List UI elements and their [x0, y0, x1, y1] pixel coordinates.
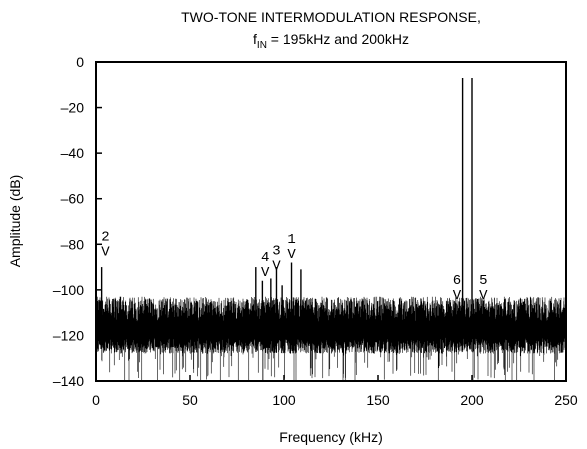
chart-title-line2: fIN = 195kHz and 200kHz — [253, 31, 409, 51]
x-axis-label: Frequency (kHz) — [279, 429, 382, 445]
marker-arrow: V — [453, 288, 462, 304]
x-tick-label: 100 — [272, 392, 296, 408]
noise-floor — [96, 296, 566, 381]
y-tick-label: –100 — [53, 282, 84, 298]
marker-number: 3 — [272, 243, 280, 259]
y-tick-label: –60 — [61, 191, 85, 207]
y-axis-ticks: 0 –20 –40 –60 –80 –100 –120 –140 — [53, 54, 102, 389]
y-tick-label: –140 — [53, 373, 84, 389]
y-tick-label: –20 — [61, 100, 85, 116]
marker-number: 6 — [453, 273, 461, 289]
x-axis-ticks: 0 50 100 150 200 250 — [92, 375, 578, 408]
spur-lines — [100, 77, 479, 329]
marker-arrow: V — [272, 258, 281, 274]
y-tick-label: –40 — [61, 145, 85, 161]
x-tick-label: 0 — [92, 392, 100, 408]
x-tick-label: 200 — [460, 392, 484, 408]
y-axis-label: Amplitude (dB) — [7, 175, 23, 268]
noise-trace — [96, 296, 566, 381]
plot-frame — [95, 61, 567, 382]
marker-number: 2 — [101, 230, 109, 246]
marker-arrow: V — [287, 247, 296, 263]
marker-arrow: V — [101, 245, 110, 261]
title-subscript: IN — [257, 40, 267, 51]
x-tick-label: 150 — [366, 392, 390, 408]
x-tick-label: 250 — [554, 392, 578, 408]
title-rest: = 195kHz and 200kHz — [267, 31, 409, 47]
title-f: f — [253, 31, 257, 47]
marker-number: 4 — [261, 250, 269, 266]
chart-title-line1: TWO-TONE INTERMODULATION RESPONSE, — [181, 9, 481, 25]
marker-number: 5 — [479, 273, 487, 289]
y-tick-label: –120 — [53, 327, 84, 343]
marker-arrow: V — [479, 288, 488, 304]
x-tick-label: 50 — [182, 392, 198, 408]
y-tick-label: 0 — [76, 54, 84, 70]
marker-number: 1 — [287, 232, 295, 248]
marker-arrow: V — [261, 265, 270, 281]
y-tick-label: –80 — [61, 236, 85, 252]
